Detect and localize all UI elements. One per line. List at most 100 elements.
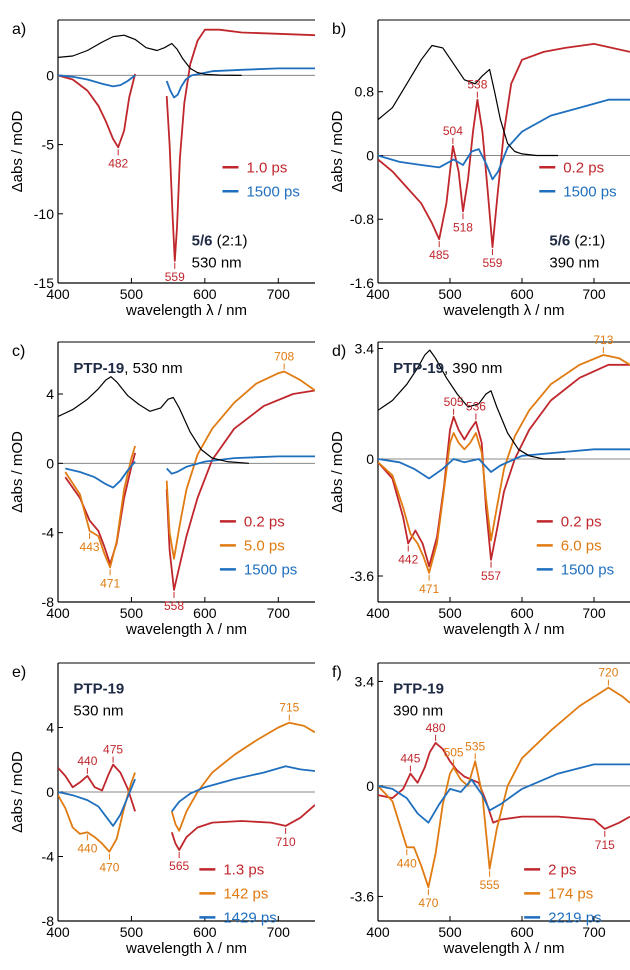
panel-label: c) xyxy=(12,343,25,360)
x-axis-label: wavelength λ / nm xyxy=(125,621,247,638)
series-line xyxy=(378,742,630,830)
series-line xyxy=(65,461,136,489)
x-tick-label: 400 xyxy=(366,286,390,302)
sample-suffix: , 390 nm xyxy=(444,360,502,377)
x-tick-label: 500 xyxy=(120,605,144,621)
sample-label: 5/6 (2:1) xyxy=(192,233,248,250)
peak-label: 710 xyxy=(276,835,296,849)
x-tick-label: 500 xyxy=(438,605,462,621)
panel-c: c) 400 500 600 700 4 0 -4 -8 wavelength λ / nm Δab… xyxy=(9,341,315,638)
peak-label: 535 xyxy=(465,739,485,753)
x-axis-label: wavelength λ / nm xyxy=(443,940,565,957)
peak-label: 565 xyxy=(169,859,189,873)
sample-name: PTP-19 xyxy=(393,681,444,698)
peak-label: 440 xyxy=(397,856,417,870)
y-tick-label: -4 xyxy=(42,525,55,541)
y-tick-label: 0 xyxy=(366,147,374,163)
legend-label: 1.0 ps xyxy=(246,159,287,176)
legend-label: 5.0 ps xyxy=(244,537,285,554)
x-tick-label: 600 xyxy=(510,924,534,940)
series-line xyxy=(58,763,136,812)
plot-area xyxy=(58,721,315,853)
peak-label: 470 xyxy=(418,896,438,910)
y-tick-label: -8 xyxy=(42,913,55,929)
series-line xyxy=(378,763,630,824)
y-axis-label: Δabs / mOD xyxy=(9,431,26,513)
peak-label: 536 xyxy=(466,400,486,414)
x-tick-label: 400 xyxy=(46,605,70,621)
series-line xyxy=(170,721,315,832)
series-line xyxy=(170,804,315,851)
x-axis-label: wavelength λ / nm xyxy=(125,302,247,319)
panel-e: e) 400 500 600 700 4 0 -4 -8 wavelength λ / nm Δab… xyxy=(9,662,315,957)
y-axis-label: Δabs / mOD xyxy=(9,751,26,833)
y-tick-label: 4 xyxy=(46,386,54,402)
y-tick-label: 0 xyxy=(46,67,54,83)
legend-label: 2219 ps xyxy=(548,909,601,926)
peak-label: 440 xyxy=(77,754,97,768)
peak-label: 518 xyxy=(453,220,473,234)
peak-label: 713 xyxy=(593,333,613,347)
x-axis-label: wavelength λ / nm xyxy=(443,621,565,638)
peak-label: 559 xyxy=(165,270,185,284)
series-line xyxy=(378,354,630,574)
x-tick-label: 700 xyxy=(267,924,291,940)
x-tick-label: 500 xyxy=(438,924,462,940)
y-tick-label: 0 xyxy=(366,778,374,794)
legend-label: 142 ps xyxy=(223,885,268,902)
y-axis-label: Δabs / mOD xyxy=(329,431,346,513)
x-tick-label: 600 xyxy=(193,605,217,621)
y-tick-label: -5 xyxy=(42,137,55,153)
series-line xyxy=(171,765,315,812)
sample-label: PTP-19, 530 nm xyxy=(73,360,182,377)
excitation-label: 390 nm xyxy=(549,255,599,272)
legend-label: 1.3 ps xyxy=(223,861,264,878)
panel-a: a) 400 500 600 700 0 -5 -10 -15 wavelength λ / nm… xyxy=(9,19,315,319)
sample-label: 5/6 (2:1) xyxy=(549,233,605,250)
x-tick-label: 600 xyxy=(510,286,534,302)
peak-label: 708 xyxy=(274,349,294,363)
x-tick-label: 600 xyxy=(193,924,217,940)
series-line xyxy=(58,74,136,88)
sample-label: PTP-19 xyxy=(393,681,444,698)
series-line xyxy=(64,445,136,569)
peak-label: 482 xyxy=(108,156,128,170)
y-tick-label: 0 xyxy=(46,784,54,800)
panel-label: f) xyxy=(332,664,342,681)
x-tick-label: 400 xyxy=(366,605,390,621)
legend-label: 1500 ps xyxy=(246,183,299,200)
x-tick-label: 500 xyxy=(120,924,144,940)
peak-label: 557 xyxy=(481,569,501,583)
y-tick-label: -1.6 xyxy=(350,275,374,291)
y-tick-label: 3.4 xyxy=(355,673,375,689)
y-tick-label: 4 xyxy=(46,720,54,736)
series-line xyxy=(378,448,630,480)
series-line xyxy=(58,73,136,149)
x-tick-label: 700 xyxy=(582,286,606,302)
x-tick-label: 600 xyxy=(193,286,217,302)
peak-label: 480 xyxy=(426,721,446,735)
panel-f: f) 400 500 600 700 3.4 0 -3.6 wavelength λ / nm 4… xyxy=(332,662,630,957)
peak-label: 485 xyxy=(429,248,449,262)
sample-name: PTP-19 xyxy=(393,360,444,377)
excitation-label: 390 nm xyxy=(393,703,443,720)
legend-label: 2 ps xyxy=(548,861,576,878)
excitation-label: 530 nm xyxy=(73,703,123,720)
legend-label: 1500 ps xyxy=(563,183,616,200)
peak-label: 445 xyxy=(400,752,420,766)
series-line xyxy=(378,686,630,889)
y-tick-label: 0 xyxy=(366,451,374,467)
x-axis-label: wavelength λ / nm xyxy=(443,302,565,319)
series-line xyxy=(58,778,136,827)
excitation-label: 530 nm xyxy=(192,255,242,272)
y-tick-label: -3.6 xyxy=(350,568,374,584)
y-tick-label: -4 xyxy=(42,849,55,865)
series-line xyxy=(165,389,315,591)
sample-label: PTP-19 xyxy=(73,681,124,698)
y-tick-label: -10 xyxy=(34,206,54,222)
absorption-line xyxy=(378,349,566,460)
series-line xyxy=(378,98,630,181)
peak-label: 505 xyxy=(444,395,464,409)
y-tick-label: 0.8 xyxy=(355,84,375,100)
